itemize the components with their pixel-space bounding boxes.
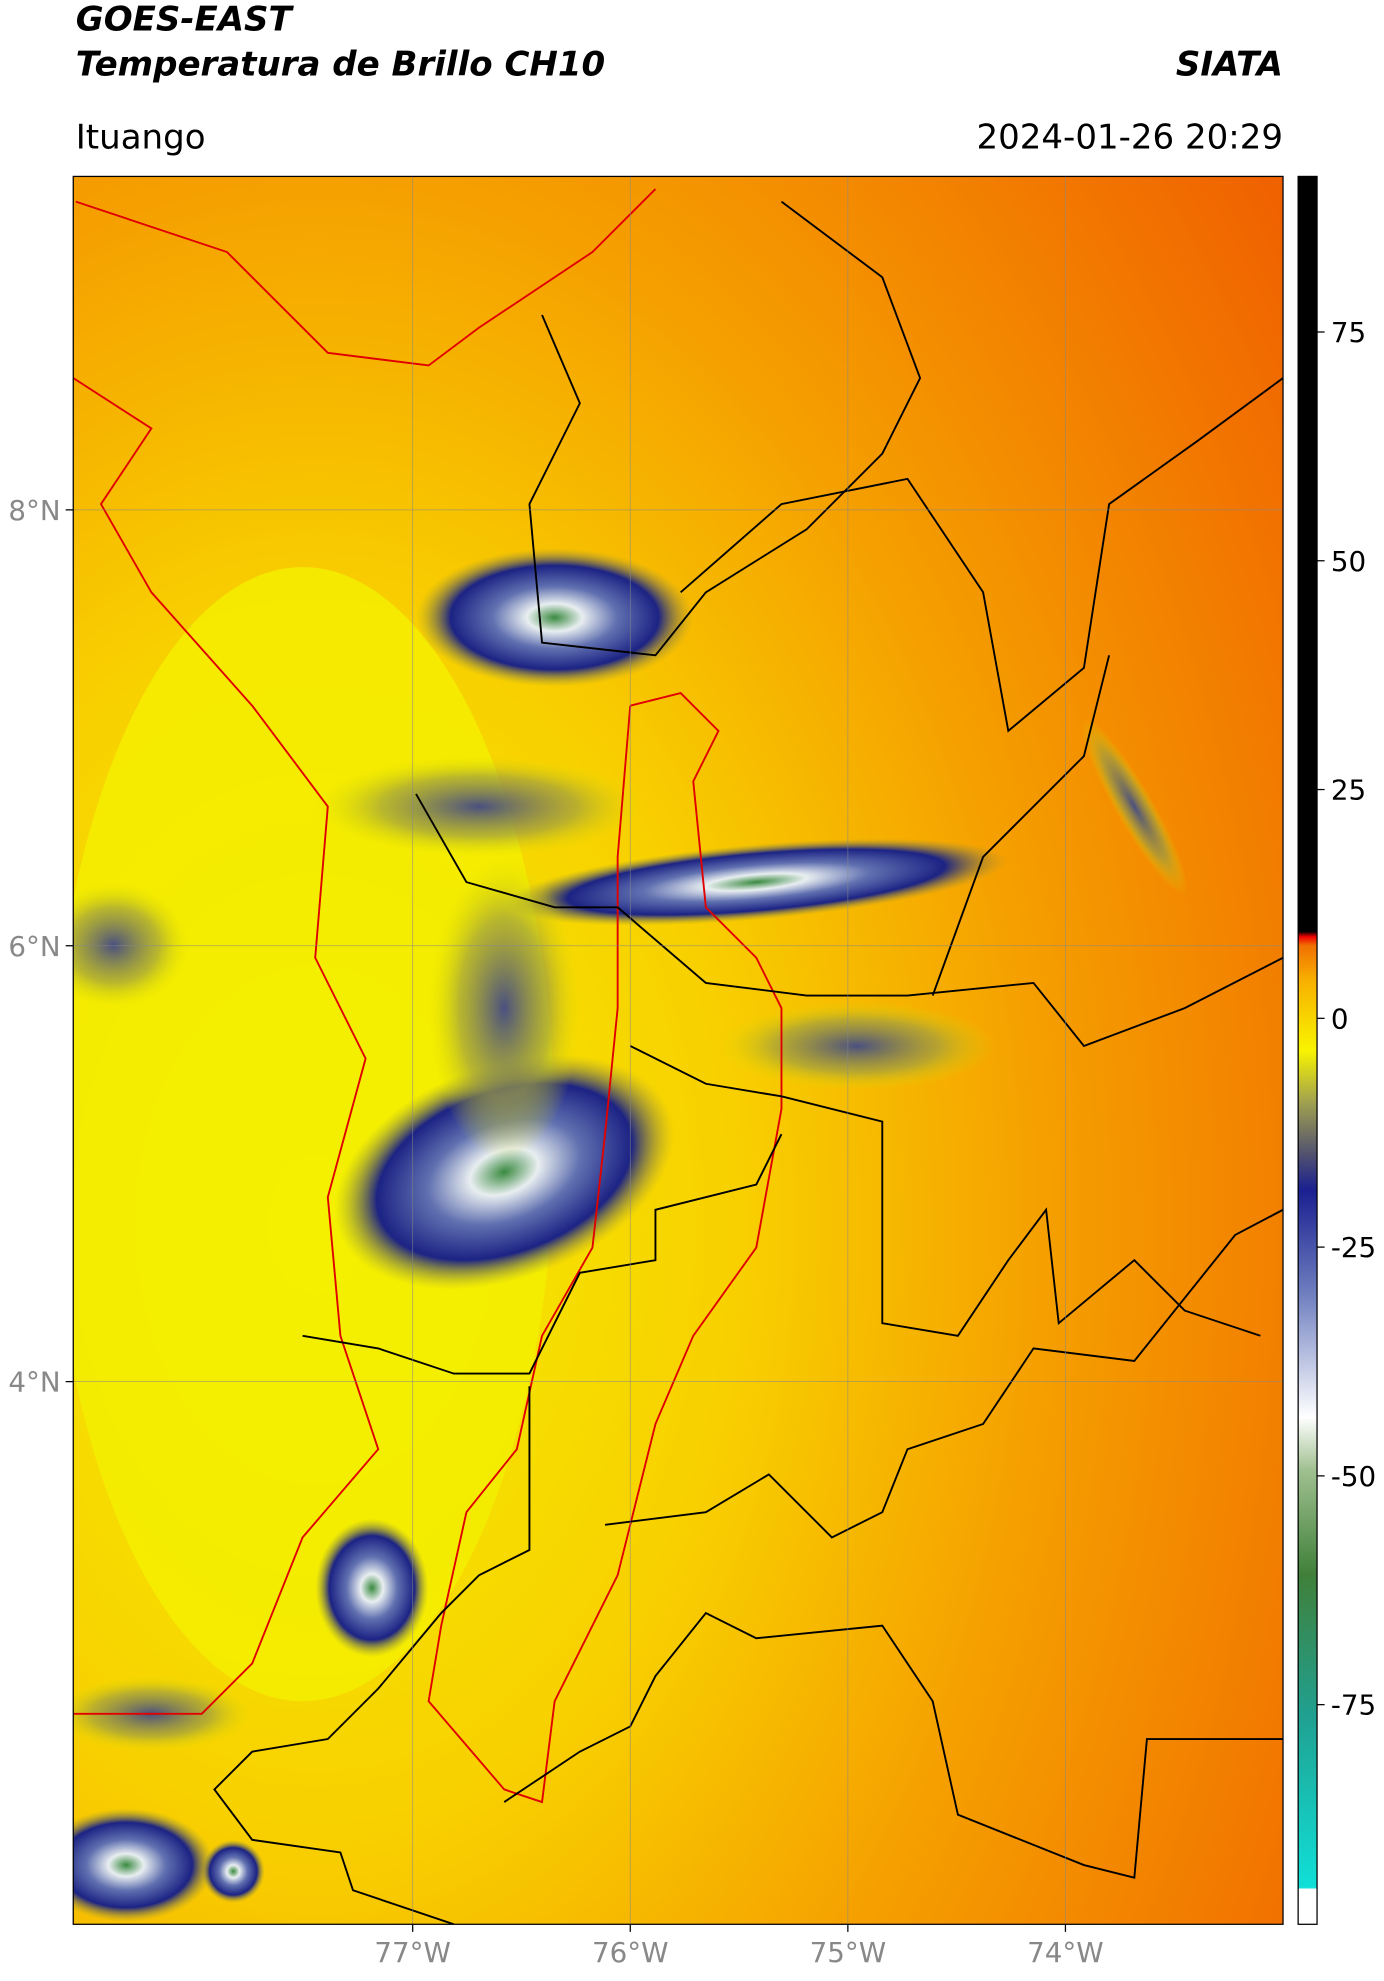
colorbar-tick-label: 50 — [1331, 545, 1366, 578]
datetime: 2024-01-26 20:29 — [976, 118, 1283, 158]
y-tick-label: 6°N — [8, 930, 60, 963]
colorbar — [1297, 175, 1318, 1925]
colorbar-tick-label: 75 — [1331, 316, 1366, 349]
subtitle: Temperatura de Brillo CH10 — [76, 45, 605, 85]
title: GOES-EAST — [76, 0, 295, 39]
location: Ituango — [76, 118, 206, 158]
source: SIATA — [1176, 45, 1283, 85]
colorbar-tick-label: -50 — [1331, 1460, 1376, 1493]
colorbar-ticks: 75 50 25 0 -25 -50 -75 — [1317, 316, 1376, 1722]
colorbar-tick-label: -75 — [1331, 1689, 1376, 1722]
map-image — [73, 176, 1284, 1925]
x-tick-label: 74°W — [1027, 1936, 1104, 1969]
colorbar-tick-label: -25 — [1331, 1231, 1376, 1264]
x-tick-label: 77°W — [374, 1936, 451, 1969]
map-frame — [72, 175, 1284, 1925]
colorbar-tick-label: 0 — [1331, 1002, 1349, 1035]
grid: 77°W 76°W 75°W 74°W 8°N 6°N 4°N — [8, 176, 1284, 1969]
x-tick-label: 75°W — [810, 1936, 887, 1969]
colorbar-tick-label: 25 — [1331, 774, 1366, 807]
y-tick-label: 4°N — [8, 1366, 60, 1399]
y-tick-label: 8°N — [8, 494, 60, 527]
x-tick-label: 76°W — [592, 1936, 669, 1969]
